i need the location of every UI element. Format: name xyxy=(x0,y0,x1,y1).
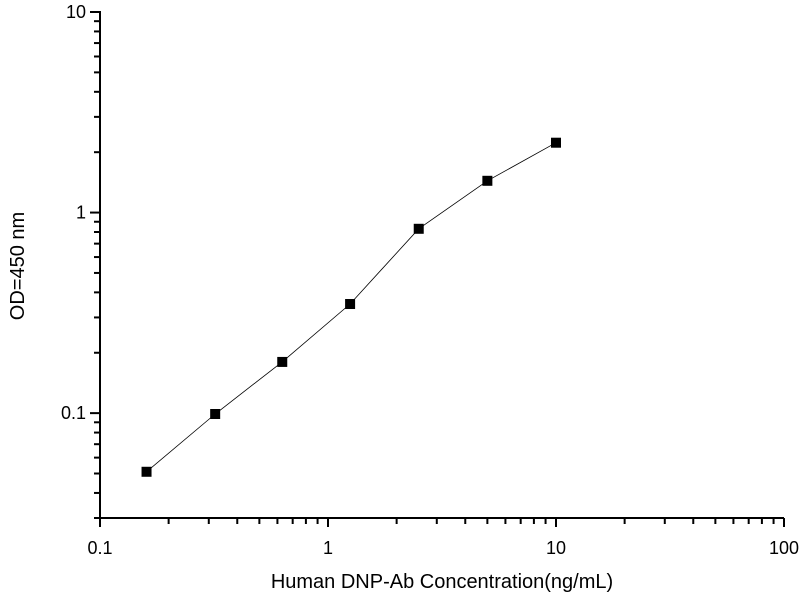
y-tick-label: 10 xyxy=(66,2,86,22)
data-point xyxy=(277,356,288,367)
data-point xyxy=(345,299,356,310)
y-tick-label: 1 xyxy=(76,203,86,223)
data-point xyxy=(141,466,152,477)
x-tick-label: 1 xyxy=(323,538,333,558)
x-tick-label: 0.1 xyxy=(87,538,112,558)
x-tick-label: 10 xyxy=(546,538,566,558)
data-point xyxy=(413,223,424,234)
y-tick-label: 0.1 xyxy=(61,403,86,423)
data-point xyxy=(551,137,561,148)
axes: 0.1 1 10 100 0.1 1 10 xyxy=(61,2,799,558)
data-point xyxy=(210,409,221,420)
x-axis-label: Human DNP-Ab Concentration(ng/mL) xyxy=(271,571,613,593)
y-axis-label: OD=450 nm xyxy=(7,212,29,320)
data-point xyxy=(482,175,493,186)
x-tick-label: 100 xyxy=(769,538,799,558)
series xyxy=(141,137,561,477)
